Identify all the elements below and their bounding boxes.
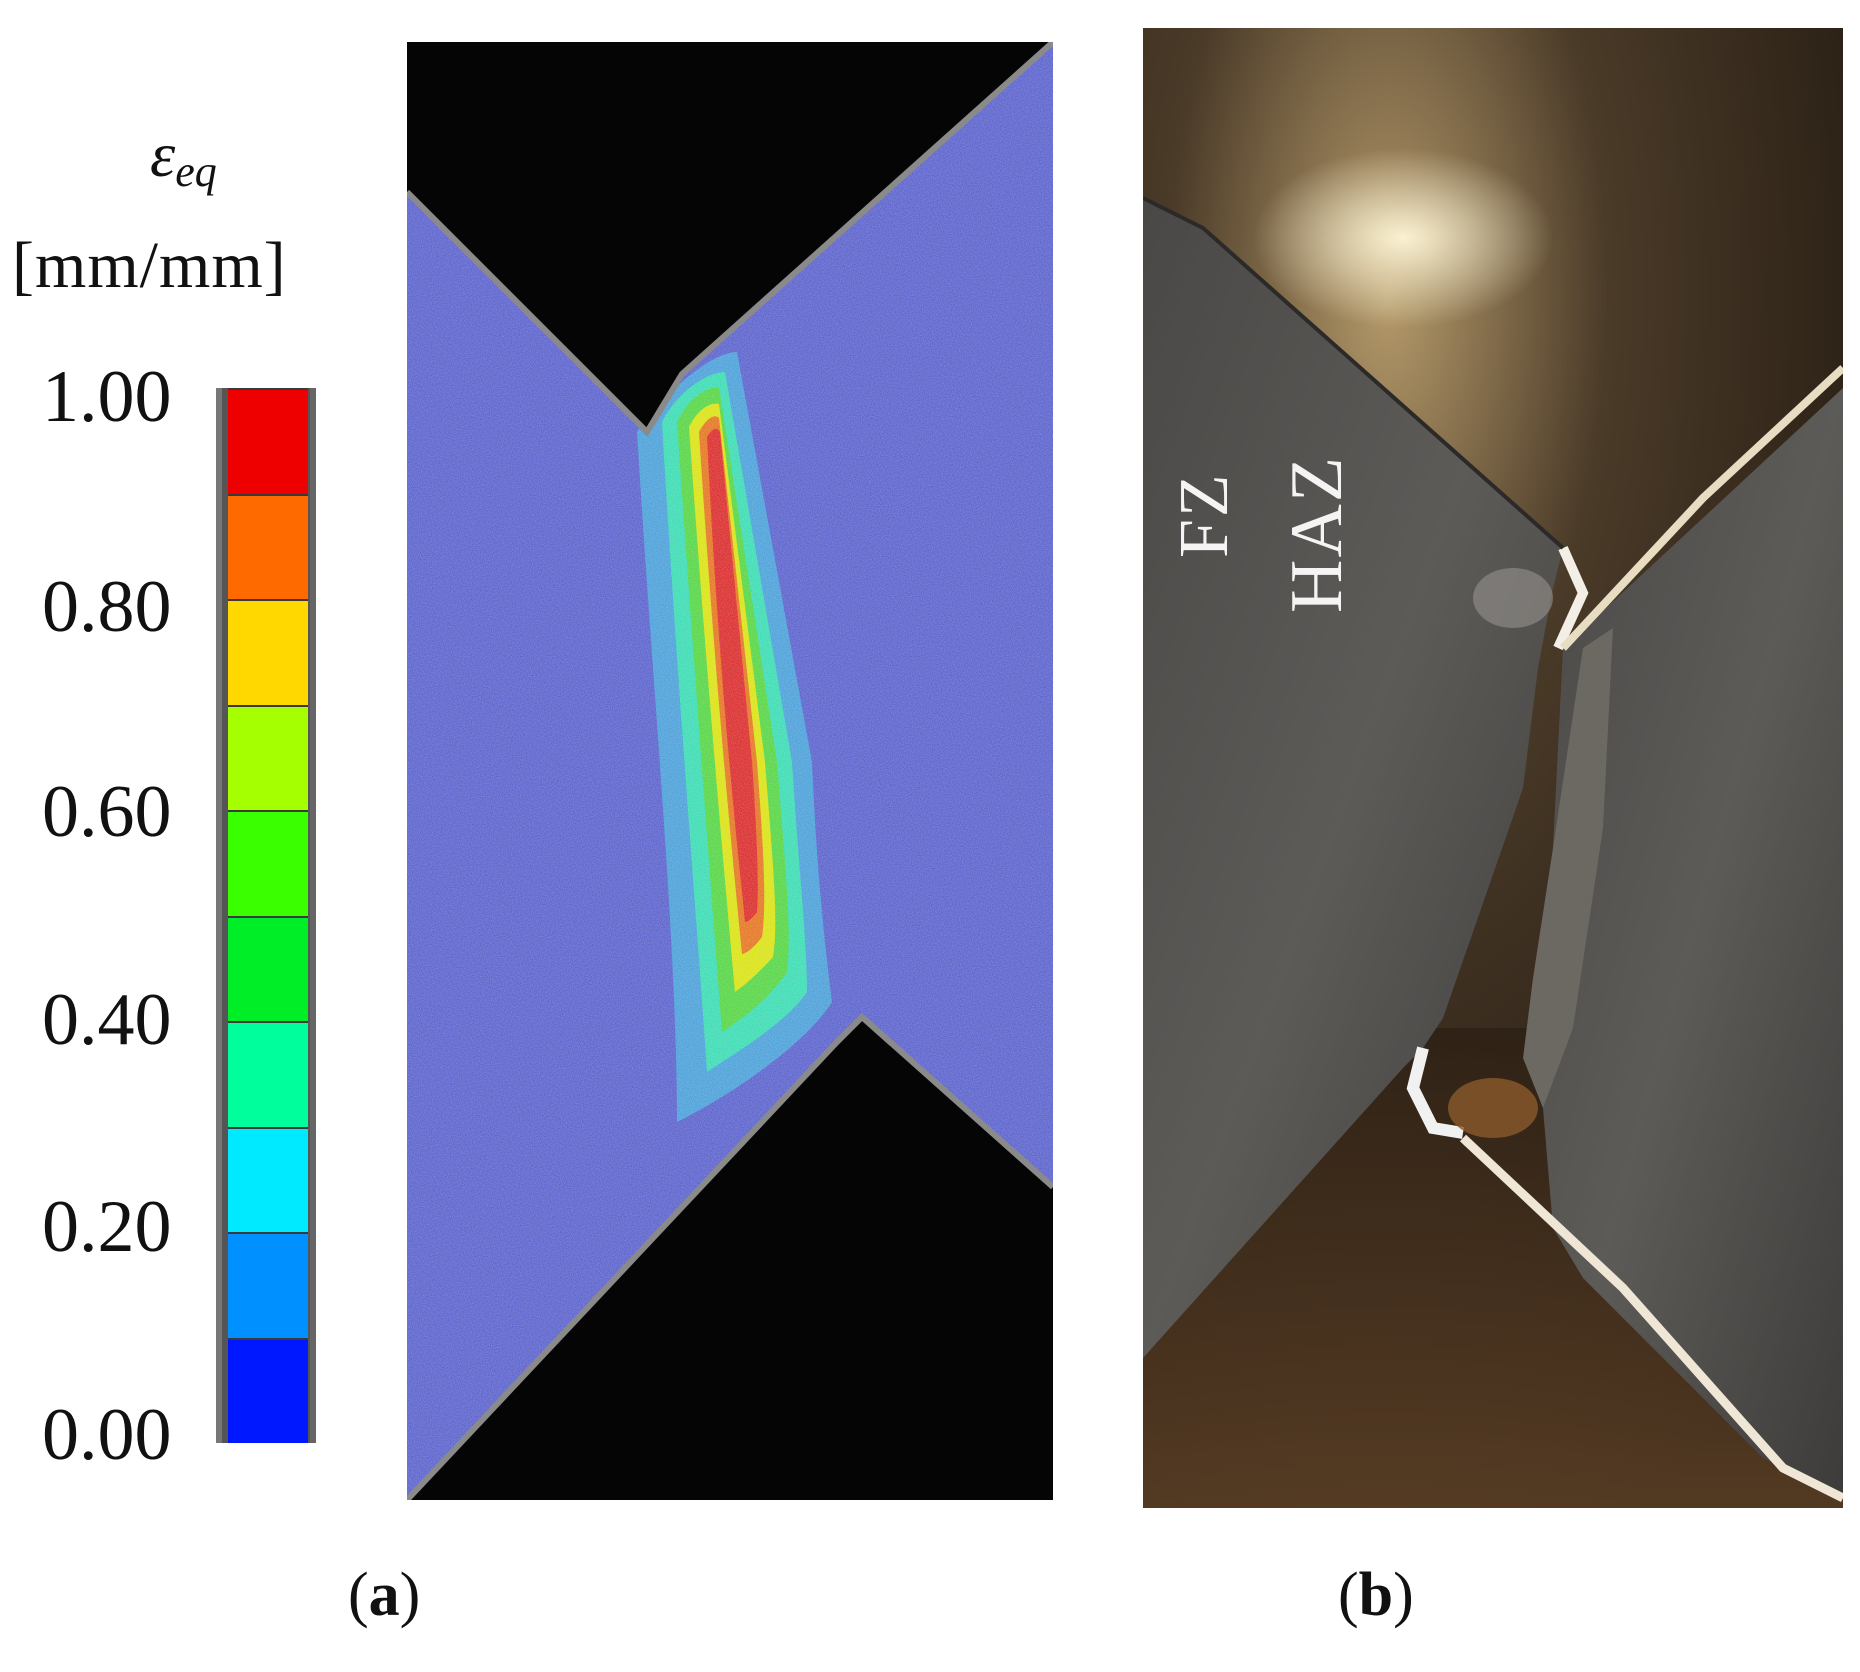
- color-bar-segment: [228, 493, 308, 599]
- strain-map-image: [407, 42, 1053, 1500]
- caption-a: (a): [348, 1560, 420, 1631]
- tick-label-0-20: 0.20: [42, 1186, 172, 1268]
- tick-label-0-00: 0.00: [42, 1394, 172, 1476]
- strain-map-panel: [407, 42, 1053, 1500]
- haz-label: HAZ: [1276, 454, 1358, 613]
- tick-label-0-60: 0.60: [42, 771, 172, 853]
- legend-title: εeq: [150, 118, 217, 197]
- legend-symbol: ε: [150, 119, 176, 190]
- caption-b-open: (: [1338, 1561, 1359, 1629]
- color-bar-segment: [228, 704, 308, 810]
- caption-a-close: ): [399, 1561, 421, 1629]
- caption-b-close: ): [1393, 1561, 1414, 1629]
- color-bar-segment: [228, 1021, 308, 1127]
- color-bar-segment: [228, 388, 308, 494]
- caption-b: (b): [1338, 1560, 1414, 1631]
- color-bar-segment: [228, 915, 308, 1021]
- caption-b-letter: b: [1358, 1561, 1394, 1629]
- caption-a-open: (: [348, 1561, 369, 1629]
- color-bar-segment: [228, 1232, 308, 1338]
- caption-a-letter: a: [368, 1561, 400, 1629]
- tick-label-0-80: 0.80: [42, 566, 172, 648]
- color-bar-segment: [228, 1337, 308, 1443]
- specimen-photo-image: [1143, 28, 1843, 1508]
- legend-unit: [mm/mm]: [12, 229, 287, 302]
- color-bar-segment: [228, 1126, 308, 1232]
- specimen-photo-panel: FZ HAZ: [1143, 28, 1843, 1508]
- color-bar-segment: [228, 810, 308, 916]
- color-bar: [216, 388, 316, 1443]
- legend-subscript: eq: [175, 147, 217, 196]
- color-bar-segment: [228, 599, 308, 705]
- tick-label-0-40: 0.40: [42, 979, 172, 1061]
- fz-label: FZ: [1166, 472, 1243, 558]
- tick-label-1-00: 1.00: [42, 356, 172, 438]
